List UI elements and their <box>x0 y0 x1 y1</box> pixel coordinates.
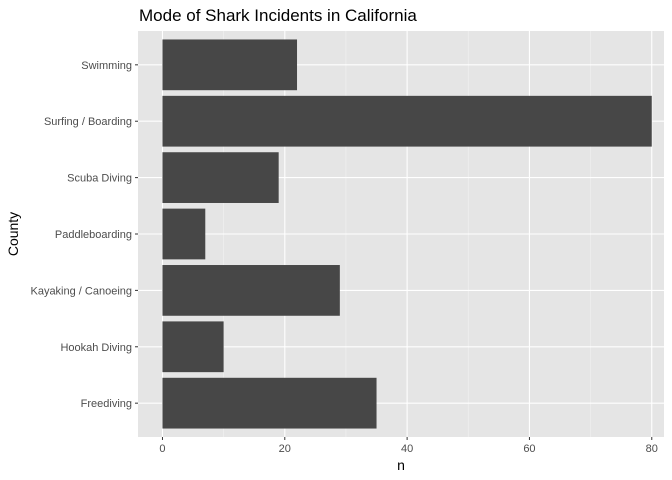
x-axis: 0 20 40 60 80 <box>159 437 658 455</box>
bar-swimming[interactable] <box>162 39 298 91</box>
bar-hookah-diving[interactable] <box>162 321 224 373</box>
bar-kayaking-canoeing[interactable] <box>162 265 340 316</box>
y-tick-label-1: Hookah Diving <box>60 342 132 354</box>
y-tick-label-5: Surfing / Boarding <box>44 116 132 128</box>
y-tick-label-4: Scuba Diving <box>67 173 132 185</box>
bar-scuba-diving[interactable] <box>162 152 279 203</box>
bar-freediving[interactable] <box>162 377 377 429</box>
bars <box>162 39 652 429</box>
x-tick-label-4: 80 <box>646 443 658 455</box>
y-tick-label-6: Swimming <box>81 60 132 72</box>
y-tick-label-0: Freediving <box>81 398 132 410</box>
x-tick-label-2: 40 <box>401 443 413 455</box>
bar-paddleboarding[interactable] <box>162 208 206 260</box>
x-tick-label-1: 20 <box>279 443 291 455</box>
x-axis-title: n <box>397 457 405 473</box>
y-tick-label-3: Paddleboarding <box>55 229 132 241</box>
y-tick-label-2: Kayaking / Canoeing <box>30 285 132 297</box>
x-tick-label-0: 0 <box>159 443 165 455</box>
y-axis: Freediving Hookah Diving Kayaking / Canoei… <box>30 60 138 410</box>
chart-title: Mode of Shark Incidents in California <box>139 6 417 25</box>
x-tick-label-3: 60 <box>523 443 535 455</box>
bar-surfing-boarding[interactable] <box>162 95 652 147</box>
y-axis-title: County <box>5 212 21 256</box>
